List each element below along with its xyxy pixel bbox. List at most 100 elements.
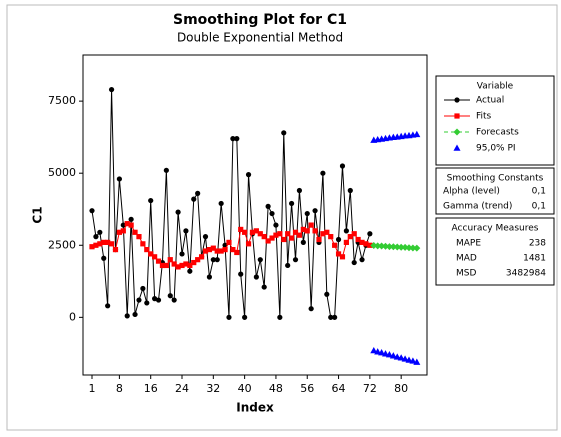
x-tick-label: 1 bbox=[89, 382, 96, 395]
point bbox=[148, 197, 154, 204]
point bbox=[234, 249, 240, 256]
point bbox=[249, 229, 256, 235]
point bbox=[300, 239, 306, 245]
point bbox=[288, 235, 295, 241]
point bbox=[210, 245, 216, 251]
point bbox=[97, 229, 103, 235]
point bbox=[339, 254, 346, 260]
point bbox=[144, 246, 150, 253]
point bbox=[385, 243, 393, 251]
point bbox=[409, 357, 417, 364]
point bbox=[238, 226, 244, 233]
point bbox=[312, 208, 318, 214]
point bbox=[378, 349, 386, 356]
point bbox=[132, 229, 138, 235]
legend-marker bbox=[454, 113, 460, 119]
point bbox=[183, 228, 189, 234]
point bbox=[292, 257, 299, 263]
stat-value: 238 bbox=[529, 239, 546, 249]
point bbox=[413, 358, 421, 365]
point bbox=[89, 208, 95, 214]
point bbox=[296, 187, 303, 194]
point bbox=[183, 261, 189, 267]
point bbox=[269, 235, 275, 241]
point bbox=[242, 314, 248, 320]
chart-subtitle: Double Exponential Method bbox=[177, 31, 343, 45]
point bbox=[389, 243, 397, 251]
point bbox=[144, 300, 150, 306]
point bbox=[195, 190, 201, 196]
point bbox=[277, 314, 283, 320]
y-tick-label: 0 bbox=[69, 310, 76, 323]
point bbox=[202, 248, 209, 254]
point bbox=[198, 254, 205, 260]
point bbox=[269, 210, 275, 217]
y-tick-label: 2500 bbox=[48, 238, 76, 251]
legend-label: Fits bbox=[476, 112, 492, 122]
legend-marker bbox=[453, 128, 461, 136]
point bbox=[300, 226, 306, 233]
point bbox=[245, 172, 252, 178]
x-tick-label: 64 bbox=[332, 382, 346, 395]
point bbox=[359, 257, 365, 263]
point bbox=[393, 243, 401, 251]
point bbox=[167, 257, 173, 263]
point bbox=[397, 243, 405, 251]
point bbox=[128, 222, 134, 228]
point bbox=[214, 248, 220, 254]
point bbox=[230, 136, 236, 142]
point bbox=[191, 196, 197, 202]
point bbox=[230, 246, 236, 253]
point bbox=[108, 241, 115, 247]
point bbox=[401, 243, 409, 251]
point bbox=[285, 262, 291, 269]
x-tick-label: 24 bbox=[175, 382, 189, 395]
point bbox=[312, 228, 318, 234]
point bbox=[242, 229, 248, 235]
point bbox=[292, 229, 299, 235]
point bbox=[385, 351, 393, 358]
stat-name: Gamma (trend) bbox=[443, 202, 512, 212]
point bbox=[335, 251, 342, 257]
point bbox=[370, 346, 378, 354]
point bbox=[304, 210, 310, 217]
point bbox=[238, 271, 244, 277]
x-tick-label: 48 bbox=[269, 382, 283, 395]
point bbox=[214, 257, 220, 263]
point bbox=[120, 228, 126, 234]
legend-title: Variable bbox=[477, 82, 514, 92]
point bbox=[367, 242, 373, 248]
point bbox=[413, 244, 421, 252]
point bbox=[136, 297, 142, 303]
legend-label: 95,0% PI bbox=[476, 144, 516, 154]
y-tick-label: 7500 bbox=[48, 94, 76, 107]
point bbox=[210, 257, 216, 263]
stat-value: 0,1 bbox=[532, 187, 546, 197]
point bbox=[159, 262, 166, 269]
point bbox=[324, 291, 330, 297]
point bbox=[218, 248, 224, 254]
stat-value: 3482984 bbox=[506, 269, 546, 279]
point bbox=[351, 259, 357, 266]
point bbox=[179, 262, 185, 269]
point bbox=[124, 313, 130, 319]
accuracy-box bbox=[435, 217, 555, 286]
point bbox=[382, 350, 390, 357]
point bbox=[128, 216, 134, 222]
point bbox=[332, 314, 338, 320]
point bbox=[167, 293, 173, 299]
point bbox=[265, 238, 271, 244]
point bbox=[343, 228, 349, 234]
point bbox=[257, 231, 263, 237]
point bbox=[97, 241, 103, 247]
point bbox=[324, 229, 330, 235]
point bbox=[116, 229, 122, 235]
point bbox=[320, 231, 326, 237]
stat-value: 0,1 bbox=[532, 202, 546, 212]
plot-area bbox=[82, 54, 428, 376]
point bbox=[401, 355, 409, 362]
point bbox=[206, 246, 213, 253]
stat-value: 1481 bbox=[523, 254, 546, 264]
point bbox=[93, 234, 99, 240]
